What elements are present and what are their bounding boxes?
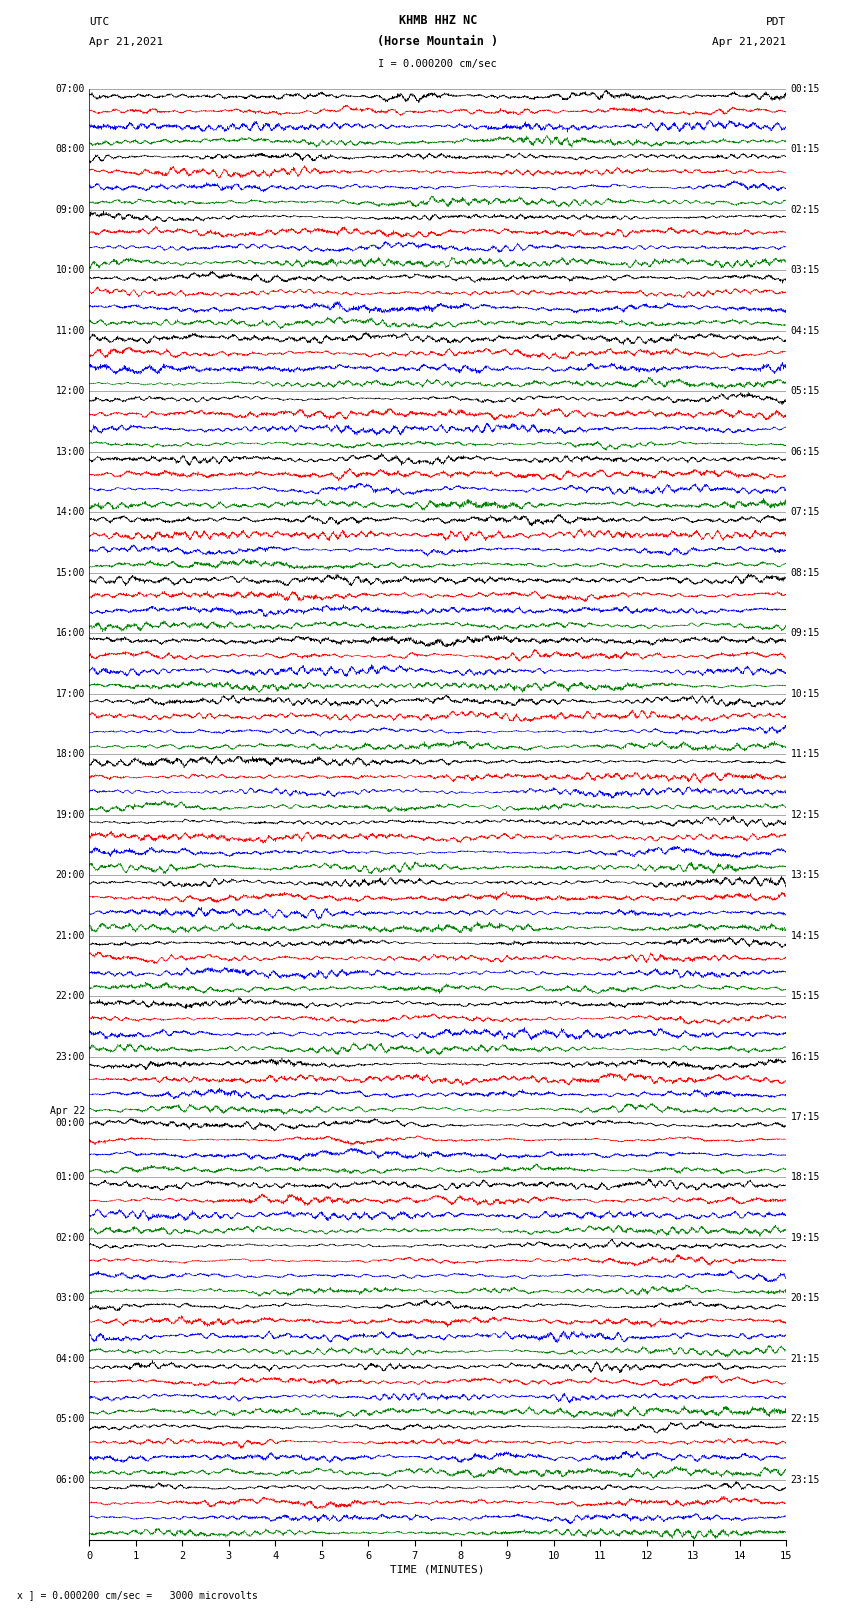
Text: 07:00: 07:00 [56,84,85,94]
Text: 02:00: 02:00 [56,1232,85,1244]
Text: 20:00: 20:00 [56,869,85,881]
Text: I = 0.000200 cm/sec: I = 0.000200 cm/sec [378,60,497,69]
Text: 11:15: 11:15 [790,748,819,760]
Text: 02:15: 02:15 [790,205,819,215]
Text: 04:00: 04:00 [56,1353,85,1365]
Text: 12:00: 12:00 [56,386,85,397]
Text: 05:15: 05:15 [790,386,819,397]
Text: x ] = 0.000200 cm/sec =   3000 microvolts: x ] = 0.000200 cm/sec = 3000 microvolts [17,1590,258,1600]
Text: 22:15: 22:15 [790,1415,819,1424]
Text: 15:15: 15:15 [790,990,819,1002]
Text: 18:15: 18:15 [790,1173,819,1182]
Text: 18:00: 18:00 [56,748,85,760]
Text: 19:15: 19:15 [790,1232,819,1244]
Text: Apr 22
00:00: Apr 22 00:00 [50,1107,85,1127]
Text: 17:00: 17:00 [56,689,85,698]
Text: PDT: PDT [766,18,786,27]
X-axis label: TIME (MINUTES): TIME (MINUTES) [390,1565,485,1574]
Text: 06:00: 06:00 [56,1474,85,1486]
Text: 01:00: 01:00 [56,1173,85,1182]
Text: 16:15: 16:15 [790,1052,819,1061]
Text: 13:00: 13:00 [56,447,85,456]
Text: 22:00: 22:00 [56,990,85,1002]
Text: 13:15: 13:15 [790,869,819,881]
Text: 14:00: 14:00 [56,506,85,518]
Text: 09:15: 09:15 [790,627,819,639]
Text: 12:15: 12:15 [790,810,819,819]
Text: Apr 21,2021: Apr 21,2021 [89,37,163,47]
Text: 21:15: 21:15 [790,1353,819,1365]
Text: 23:15: 23:15 [790,1474,819,1486]
Text: UTC: UTC [89,18,110,27]
Text: 14:15: 14:15 [790,931,819,940]
Text: 08:00: 08:00 [56,144,85,155]
Text: 08:15: 08:15 [790,568,819,577]
Text: 20:15: 20:15 [790,1294,819,1303]
Text: 03:00: 03:00 [56,1294,85,1303]
Text: 00:15: 00:15 [790,84,819,94]
Text: 15:00: 15:00 [56,568,85,577]
Text: 04:15: 04:15 [790,326,819,336]
Text: KHMB HHZ NC: KHMB HHZ NC [399,15,477,27]
Text: 06:15: 06:15 [790,447,819,456]
Text: 07:15: 07:15 [790,506,819,518]
Text: 16:00: 16:00 [56,627,85,639]
Text: 09:00: 09:00 [56,205,85,215]
Text: 03:15: 03:15 [790,265,819,276]
Text: Apr 21,2021: Apr 21,2021 [712,37,786,47]
Text: 05:00: 05:00 [56,1415,85,1424]
Text: 10:15: 10:15 [790,689,819,698]
Text: (Horse Mountain ): (Horse Mountain ) [377,35,498,48]
Text: 01:15: 01:15 [790,144,819,155]
Text: 17:15: 17:15 [790,1111,819,1123]
Text: 10:00: 10:00 [56,265,85,276]
Text: 19:00: 19:00 [56,810,85,819]
Text: 11:00: 11:00 [56,326,85,336]
Text: 21:00: 21:00 [56,931,85,940]
Text: 23:00: 23:00 [56,1052,85,1061]
